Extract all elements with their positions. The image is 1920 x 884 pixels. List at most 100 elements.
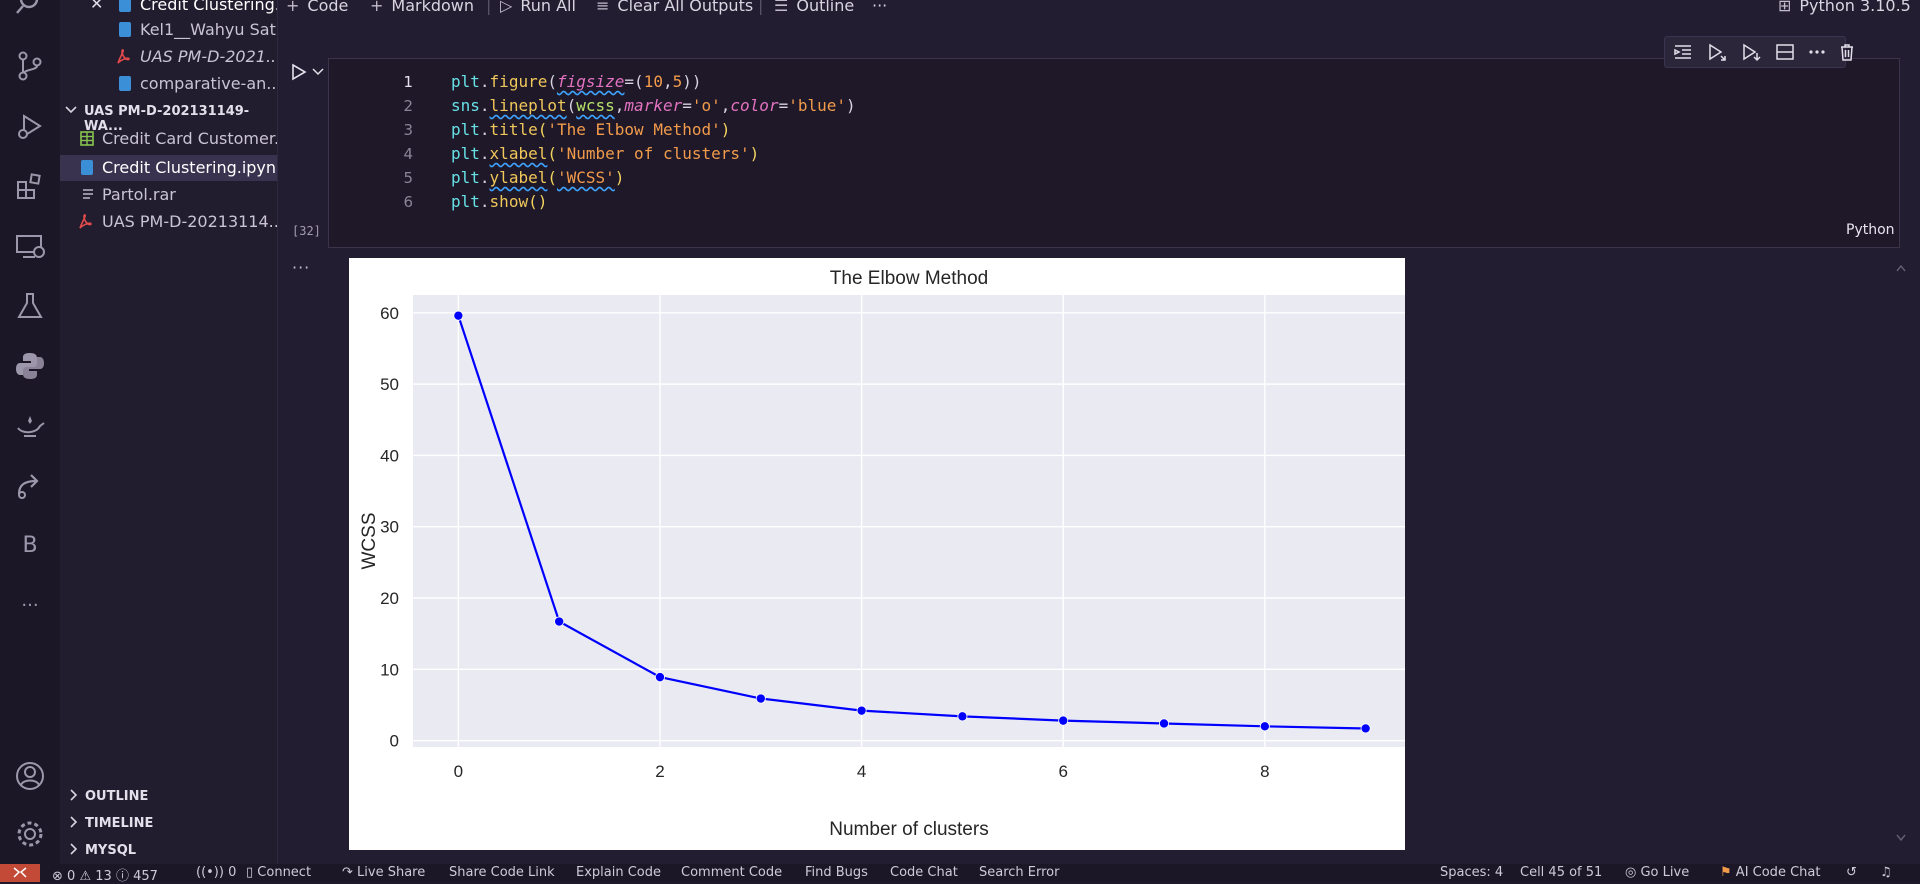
pdf-file-icon bbox=[79, 214, 92, 229]
history-icon[interactable]: ↺ bbox=[1846, 865, 1857, 880]
data-point bbox=[1058, 715, 1069, 726]
code-cell[interactable]: 1 2 3 4 5 6 plt.figure(figsize=(10,5)) s… bbox=[328, 58, 1900, 248]
pdf-file-icon bbox=[117, 49, 130, 64]
indentation-indicator[interactable]: Spaces: 4 bbox=[1440, 865, 1504, 880]
run-debug-icon[interactable] bbox=[14, 110, 46, 142]
outline-icon: ☰ bbox=[774, 0, 789, 15]
file-label: comparative-an... bbox=[140, 74, 277, 93]
data-point bbox=[957, 711, 968, 722]
outline-button[interactable]: ☰ Outline bbox=[774, 0, 854, 15]
share-code-link-button[interactable]: Share Code Link bbox=[449, 865, 555, 880]
archive-file-icon bbox=[83, 189, 93, 199]
chevron-right-icon bbox=[70, 843, 78, 855]
connect-button[interactable]: ▯ Connect bbox=[246, 865, 312, 880]
split-cell-icon[interactable] bbox=[1775, 42, 1795, 62]
ai-code-chat-button[interactable]: ⚑ AI Code Chat bbox=[1720, 865, 1821, 880]
execute-above-icon[interactable] bbox=[1673, 42, 1693, 62]
folder-file-item-active[interactable]: Credit Clustering.ipynb bbox=[60, 155, 277, 181]
ports-indicator[interactable]: ((•)) 0 bbox=[196, 865, 237, 880]
code-line-5: plt.ylabel('WCSS') bbox=[451, 168, 625, 187]
cell-position-indicator[interactable]: Cell 45 of 51 bbox=[1520, 865, 1603, 880]
toolbar-divider: | bbox=[758, 0, 764, 15]
python-icon[interactable] bbox=[14, 350, 46, 382]
problems-indicator[interactable]: ⊗ 0 ⚠ 13 ⓘ 457 bbox=[52, 869, 158, 884]
y-axis-label: WCSS bbox=[359, 513, 380, 570]
settings-gear-icon[interactable] bbox=[14, 818, 46, 850]
folder-file-item[interactable]: Credit Card Customer... bbox=[60, 126, 277, 152]
scroll-up-icon[interactable] bbox=[1896, 264, 1906, 272]
data-point bbox=[1360, 723, 1371, 734]
source-control-icon[interactable] bbox=[14, 50, 46, 82]
add-code-cell-button[interactable]: + Code bbox=[286, 0, 348, 15]
open-editor-item[interactable]: ✕ Credit Clustering... bbox=[60, 0, 277, 18]
open-editor-item[interactable]: UAS PM-D-2021... bbox=[60, 44, 277, 70]
rocket-icon: ⚑ bbox=[1720, 865, 1732, 880]
info-icon: ⓘ bbox=[115, 869, 129, 884]
toolbar-more-button[interactable]: ··· bbox=[872, 0, 888, 15]
cell-toolbar bbox=[1664, 36, 1853, 68]
comment-code-button[interactable]: Comment Code bbox=[681, 865, 783, 880]
remote-explorer-icon[interactable] bbox=[14, 230, 46, 262]
explain-code-button[interactable]: Explain Code bbox=[576, 865, 662, 880]
search-icon[interactable] bbox=[14, 0, 46, 18]
more-views-icon[interactable]: ··· bbox=[21, 595, 39, 616]
account-icon[interactable] bbox=[14, 760, 46, 792]
file-label: UAS PM-D-2021... bbox=[140, 47, 277, 66]
execute-below-icon[interactable] bbox=[1741, 42, 1761, 62]
run-all-button[interactable]: ▷ Run All bbox=[500, 0, 576, 15]
x-tick-label: 4 bbox=[857, 762, 866, 781]
output-more-button[interactable]: ··· bbox=[292, 258, 311, 277]
code-line-2: sns.lineplot(wcss,marker='o',color='blue… bbox=[451, 96, 856, 115]
scroll-down-icon[interactable] bbox=[1896, 834, 1906, 842]
find-bugs-button[interactable]: Find Bugs bbox=[805, 865, 868, 880]
data-point bbox=[755, 693, 766, 704]
explorer-sidebar: ✕ Credit Clustering... Kel1__Wahyu Sat..… bbox=[60, 0, 278, 864]
toolbar-divider: | bbox=[486, 0, 492, 15]
chevron-down-icon[interactable] bbox=[312, 67, 324, 77]
b-extension-icon[interactable]: B bbox=[22, 533, 38, 558]
x-tick-label: 0 bbox=[454, 762, 463, 781]
kernel-picker[interactable]: ⊞ Python 3.10.5 bbox=[1778, 0, 1911, 15]
remote-icon bbox=[13, 867, 27, 878]
remote-indicator[interactable] bbox=[0, 864, 40, 882]
series-line bbox=[457, 315, 1366, 730]
data-point bbox=[856, 705, 867, 716]
plus-icon: + bbox=[370, 0, 384, 15]
x-axis-label: Number of clusters bbox=[829, 819, 988, 840]
more-actions-icon[interactable] bbox=[1807, 42, 1827, 62]
genie-lamp-icon[interactable] bbox=[14, 410, 46, 442]
run-cell-icon[interactable] bbox=[290, 62, 310, 82]
live-share-icon[interactable] bbox=[14, 470, 46, 502]
cell-language-picker[interactable]: Python bbox=[1846, 222, 1895, 238]
go-live-button[interactable]: ◎ Go Live bbox=[1625, 865, 1690, 880]
warning-icon: ⚠ bbox=[79, 869, 92, 884]
search-error-button[interactable]: Search Error bbox=[979, 865, 1060, 880]
line-number: 2 bbox=[403, 97, 413, 115]
clear-all-outputs-button[interactable]: ≡ Clear All Outputs bbox=[596, 0, 753, 15]
folder-header[interactable]: UAS PM-D-202131149-WA... bbox=[60, 100, 277, 134]
y-tick-label: 50 bbox=[380, 375, 399, 394]
outline-section[interactable]: OUTLINE bbox=[60, 785, 277, 809]
notifications-bell-icon[interactable]: ♫ bbox=[1880, 865, 1892, 880]
chevron-right-icon bbox=[70, 816, 78, 828]
live-share-button[interactable]: ↷ Live Share bbox=[342, 865, 426, 880]
extensions-icon[interactable] bbox=[14, 170, 46, 202]
chevron-right-icon bbox=[70, 789, 78, 801]
timeline-section[interactable]: TIMELINE bbox=[60, 812, 277, 836]
database-icon: ▯ bbox=[246, 865, 254, 880]
folder-file-item[interactable]: Partol.rar bbox=[60, 182, 277, 208]
data-point bbox=[554, 616, 565, 627]
open-editor-item[interactable]: comparative-an... bbox=[60, 71, 277, 97]
execute-cell-below-icon[interactable] bbox=[1707, 42, 1727, 62]
code-chat-button[interactable]: Code Chat bbox=[890, 865, 958, 880]
close-icon[interactable]: ✕ bbox=[90, 0, 104, 13]
delete-cell-icon[interactable] bbox=[1837, 42, 1857, 62]
add-markdown-cell-button[interactable]: + Markdown bbox=[370, 0, 474, 15]
open-editor-item[interactable]: Kel1__Wahyu Sat... bbox=[60, 17, 277, 43]
mysql-section[interactable]: MYSQL bbox=[60, 839, 277, 863]
live-share-icon: ↷ bbox=[342, 865, 353, 880]
folder-file-item[interactable]: UAS PM-D-20213114... bbox=[60, 209, 277, 235]
csv-table-icon bbox=[80, 131, 94, 146]
testing-flask-icon[interactable] bbox=[14, 290, 46, 322]
file-label: Credit Clustering... bbox=[140, 0, 277, 14]
